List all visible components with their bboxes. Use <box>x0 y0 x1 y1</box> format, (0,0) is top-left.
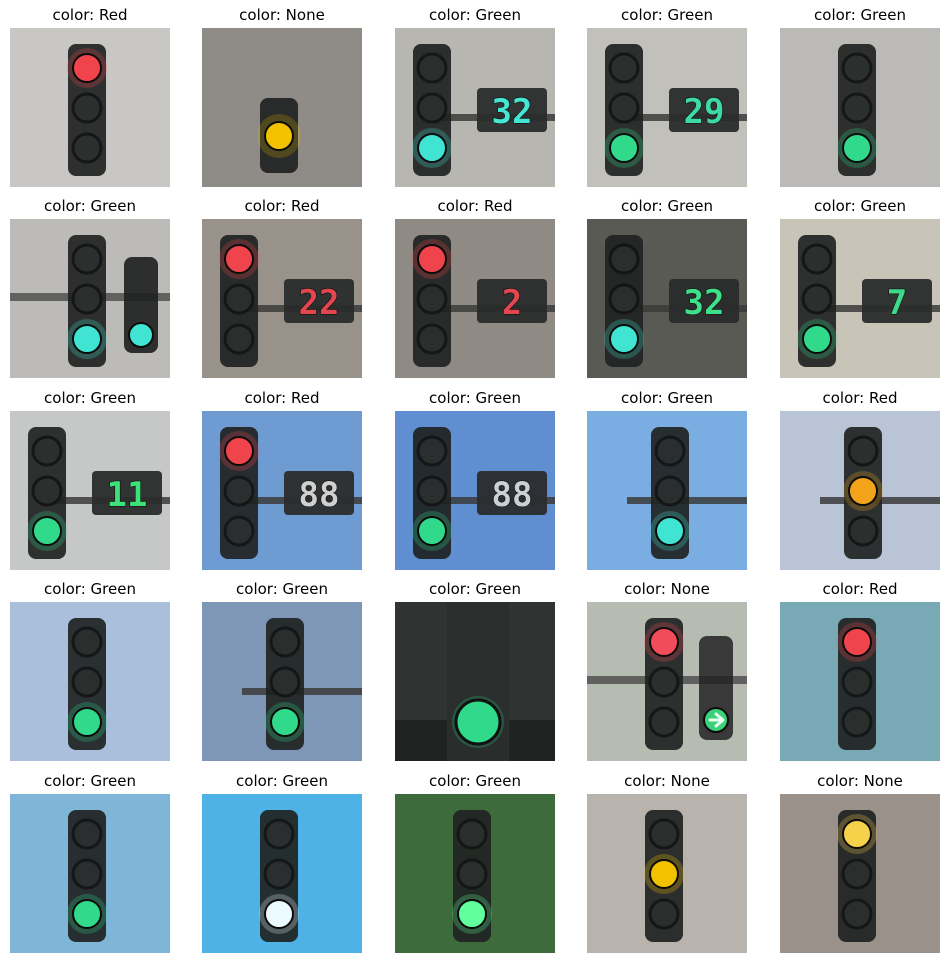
traffic-light-image <box>780 28 940 187</box>
grid-cell: color: Red <box>10 6 170 196</box>
traffic-light-image: 32 <box>587 219 747 378</box>
traffic-light-image <box>395 794 555 953</box>
traffic-light-image <box>587 411 747 570</box>
grid-cell: color: Green 29 <box>587 6 747 196</box>
cell-title: color: Red <box>822 389 898 407</box>
cell-title: color: Green <box>236 772 328 790</box>
traffic-light-image <box>780 602 940 761</box>
grid-cell: color: None <box>587 772 747 962</box>
svg-text:22: 22 <box>299 283 340 323</box>
svg-text:32: 32 <box>492 92 533 132</box>
cell-title: color: None <box>624 772 710 790</box>
cell-title: color: Green <box>814 6 906 24</box>
grid-cell: color: None <box>202 6 362 196</box>
grid-cell: color: Red 88 <box>202 389 362 579</box>
traffic-light-image <box>10 602 170 761</box>
cell-title: color: Green <box>621 6 713 24</box>
cell-title: color: None <box>817 772 903 790</box>
svg-text:11: 11 <box>107 475 148 515</box>
traffic-light-image <box>780 411 940 570</box>
grid-cell: color: Green 88 <box>395 389 555 579</box>
traffic-light-image <box>202 602 362 761</box>
grid-cell: color: Red <box>780 580 940 770</box>
cell-title: color: None <box>239 6 325 24</box>
cell-title: color: Green <box>814 197 906 215</box>
traffic-light-image <box>780 794 940 953</box>
grid-cell: color: None <box>587 580 747 770</box>
grid-cell: color: Green <box>202 772 362 962</box>
grid-cell: color: Green 32 <box>587 197 747 387</box>
traffic-light-image: 88 <box>202 411 362 570</box>
cell-title: color: Green <box>44 580 136 598</box>
svg-text:29: 29 <box>684 92 725 132</box>
grid-cell: color: Green <box>202 580 362 770</box>
grid-cell: color: Green 32 <box>395 6 555 196</box>
cell-title: color: Green <box>44 389 136 407</box>
svg-text:32: 32 <box>684 283 725 323</box>
traffic-light-image <box>202 28 362 187</box>
traffic-light-image <box>10 28 170 187</box>
grid-cell: color: Green <box>10 772 170 962</box>
traffic-light-image: 32 <box>395 28 555 187</box>
cell-title: color: Green <box>44 197 136 215</box>
grid-cell: color: Green <box>395 772 555 962</box>
cell-title: color: None <box>624 580 710 598</box>
cell-title: color: Green <box>429 6 521 24</box>
grid-cell: color: Green <box>395 580 555 770</box>
traffic-light-image <box>587 794 747 953</box>
traffic-light-image: 7 <box>780 219 940 378</box>
grid-cell: color: Green <box>10 197 170 387</box>
cell-title: color: Green <box>621 389 713 407</box>
cell-title: color: Green <box>621 197 713 215</box>
traffic-light-image <box>202 794 362 953</box>
grid-cell: color: Green <box>780 6 940 196</box>
traffic-light-image <box>587 602 747 761</box>
svg-text:2: 2 <box>502 283 522 323</box>
traffic-light-image <box>10 794 170 953</box>
svg-text:88: 88 <box>299 475 340 515</box>
cell-title: color: Green <box>236 580 328 598</box>
svg-text:7: 7 <box>887 283 907 323</box>
traffic-light-image: 88 <box>395 411 555 570</box>
cell-title: color: Red <box>244 389 320 407</box>
grid-cell: color: Red <box>780 389 940 579</box>
grid-cell: color: Red 2 <box>395 197 555 387</box>
traffic-light-image: 2 <box>395 219 555 378</box>
cell-title: color: Green <box>429 389 521 407</box>
cell-title: color: Red <box>52 6 128 24</box>
traffic-light-image <box>10 219 170 378</box>
grid-cell: color: Green 7 <box>780 197 940 387</box>
traffic-light-image: 22 <box>202 219 362 378</box>
grid-cell: color: Green 11 <box>10 389 170 579</box>
cell-title: color: Red <box>822 580 898 598</box>
cell-title: color: Green <box>429 580 521 598</box>
grid-cell: color: None <box>780 772 940 962</box>
cell-title: color: Green <box>44 772 136 790</box>
cell-title: color: Red <box>437 197 513 215</box>
cell-title: color: Green <box>429 772 521 790</box>
traffic-light-image <box>395 602 555 761</box>
traffic-light-image: 29 <box>587 28 747 187</box>
svg-text:88: 88 <box>492 475 533 515</box>
grid-cell: color: Red 22 <box>202 197 362 387</box>
grid-cell: color: Green <box>587 389 747 579</box>
traffic-light-image: 11 <box>10 411 170 570</box>
grid-cell: color: Green <box>10 580 170 770</box>
cell-title: color: Red <box>244 197 320 215</box>
